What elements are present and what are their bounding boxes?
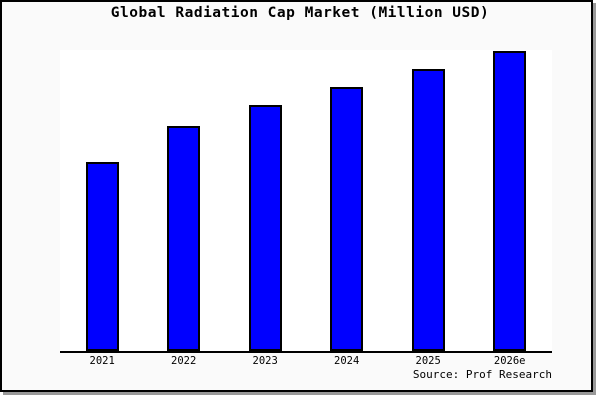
bar-2025 <box>411 69 445 351</box>
x-tick-label-2024: 2024 <box>334 355 360 367</box>
chart-title: Global Radiation Cap Market (Million USD… <box>110 5 490 21</box>
source-note: Source: Prof Research <box>412 368 552 381</box>
x-axis-labels: 2021 2022 2023 2024 2025 2026e <box>60 355 552 369</box>
bar-2021 <box>85 162 119 351</box>
x-tick-label-2026e: 2026e <box>493 355 526 367</box>
bar-2026e <box>493 51 527 351</box>
x-tick-label-2022: 2022 <box>171 355 197 367</box>
x-tick-label-2023: 2023 <box>252 355 278 367</box>
x-tick-label-2021: 2021 <box>89 355 115 367</box>
plot-area <box>60 50 552 353</box>
x-tick-label-2025: 2025 <box>415 355 441 367</box>
bar-2023 <box>248 105 282 351</box>
bar-2024 <box>330 87 364 351</box>
bar-2022 <box>167 126 201 351</box>
